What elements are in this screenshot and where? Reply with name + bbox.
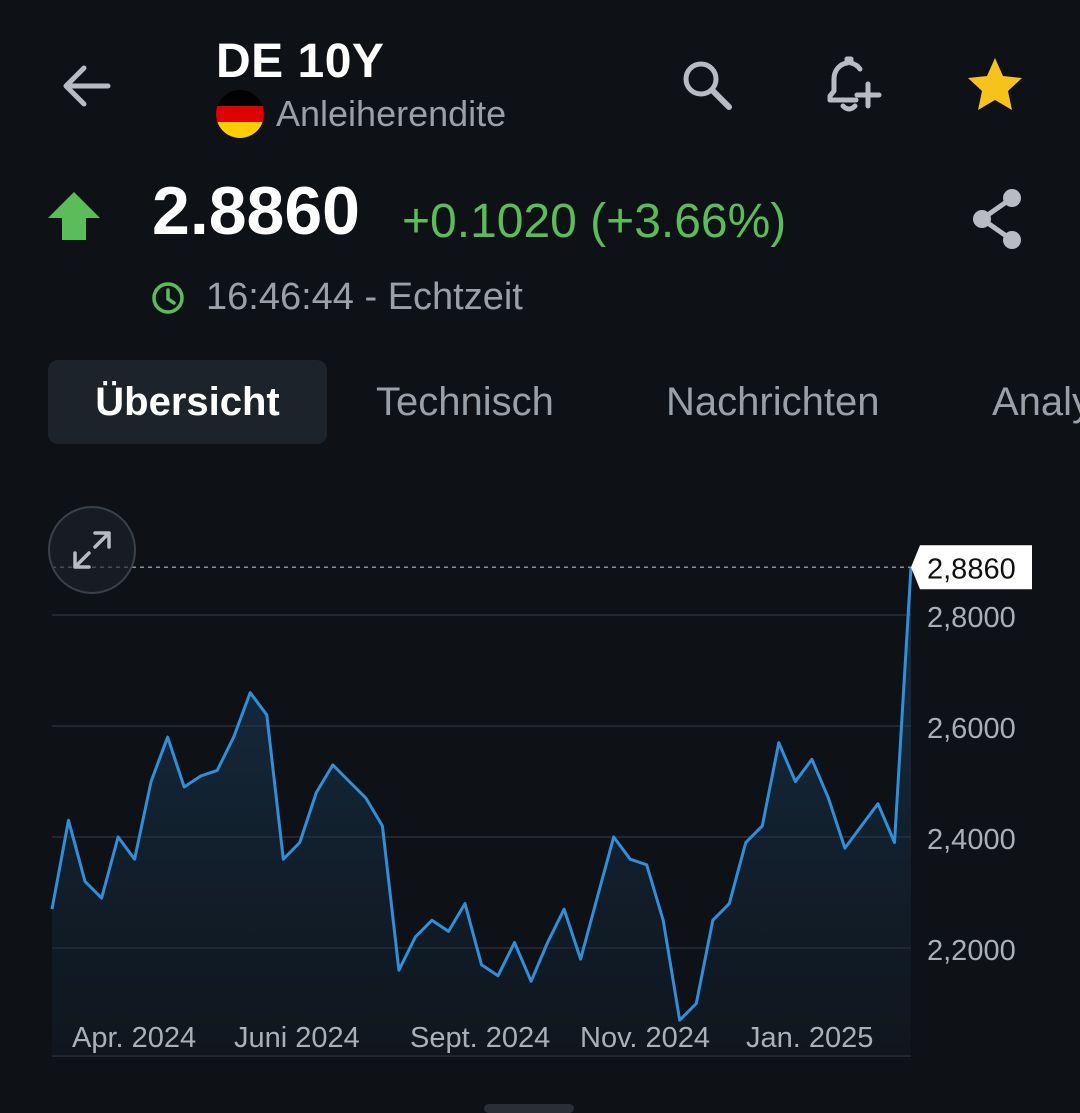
quote-time-label: 16:46:44 - Echtzeit <box>206 276 523 318</box>
search-icon[interactable] <box>672 50 742 120</box>
home-indicator[interactable] <box>484 1104 574 1113</box>
germany-flag-icon <box>216 90 264 138</box>
star-icon[interactable] <box>960 50 1030 120</box>
price-area <box>52 567 911 1056</box>
quote-time: 16:46:44 - Echtzeit <box>150 276 523 319</box>
back-arrow-icon[interactable] <box>56 56 116 116</box>
y-tick-label: 2,8000 <box>927 602 1016 634</box>
tab-analysis[interactable]: Analy <box>992 379 1080 424</box>
price-change: +0.1020 (+3.66%) <box>402 195 787 248</box>
y-tick-label: 2,4000 <box>927 824 1016 856</box>
x-tick-label: Juni 2024 <box>234 1022 360 1054</box>
x-tick-label: Jan. 2025 <box>746 1022 873 1054</box>
tab-technical[interactable]: Technisch <box>376 379 554 424</box>
last-value-label: 2,8860 <box>927 553 1016 585</box>
share-icon[interactable] <box>962 184 1032 254</box>
x-tick-label: Sept. 2024 <box>410 1022 550 1054</box>
expand-icon[interactable] <box>48 506 136 594</box>
price-up-icon <box>46 188 102 244</box>
tab-news[interactable]: Nachrichten <box>666 379 880 424</box>
instrument-subtitle: Anleiherendite <box>216 90 506 138</box>
tab-overview[interactable]: Übersicht <box>48 360 327 444</box>
last-price: 2.8860 <box>152 173 360 249</box>
y-tick-label: 2,6000 <box>927 713 1016 745</box>
clock-icon <box>152 281 184 314</box>
instrument-type-label: Anleiherendite <box>276 93 507 134</box>
y-tick-label: 2,2000 <box>927 935 1016 967</box>
bell-plus-icon[interactable] <box>814 50 884 120</box>
last-value-badge <box>911 545 1032 590</box>
x-tick-label: Apr. 2024 <box>72 1022 196 1054</box>
x-tick-label: Nov. 2024 <box>580 1022 710 1054</box>
price-line <box>50 567 913 1022</box>
instrument-title: DE 10Y <box>216 35 385 88</box>
